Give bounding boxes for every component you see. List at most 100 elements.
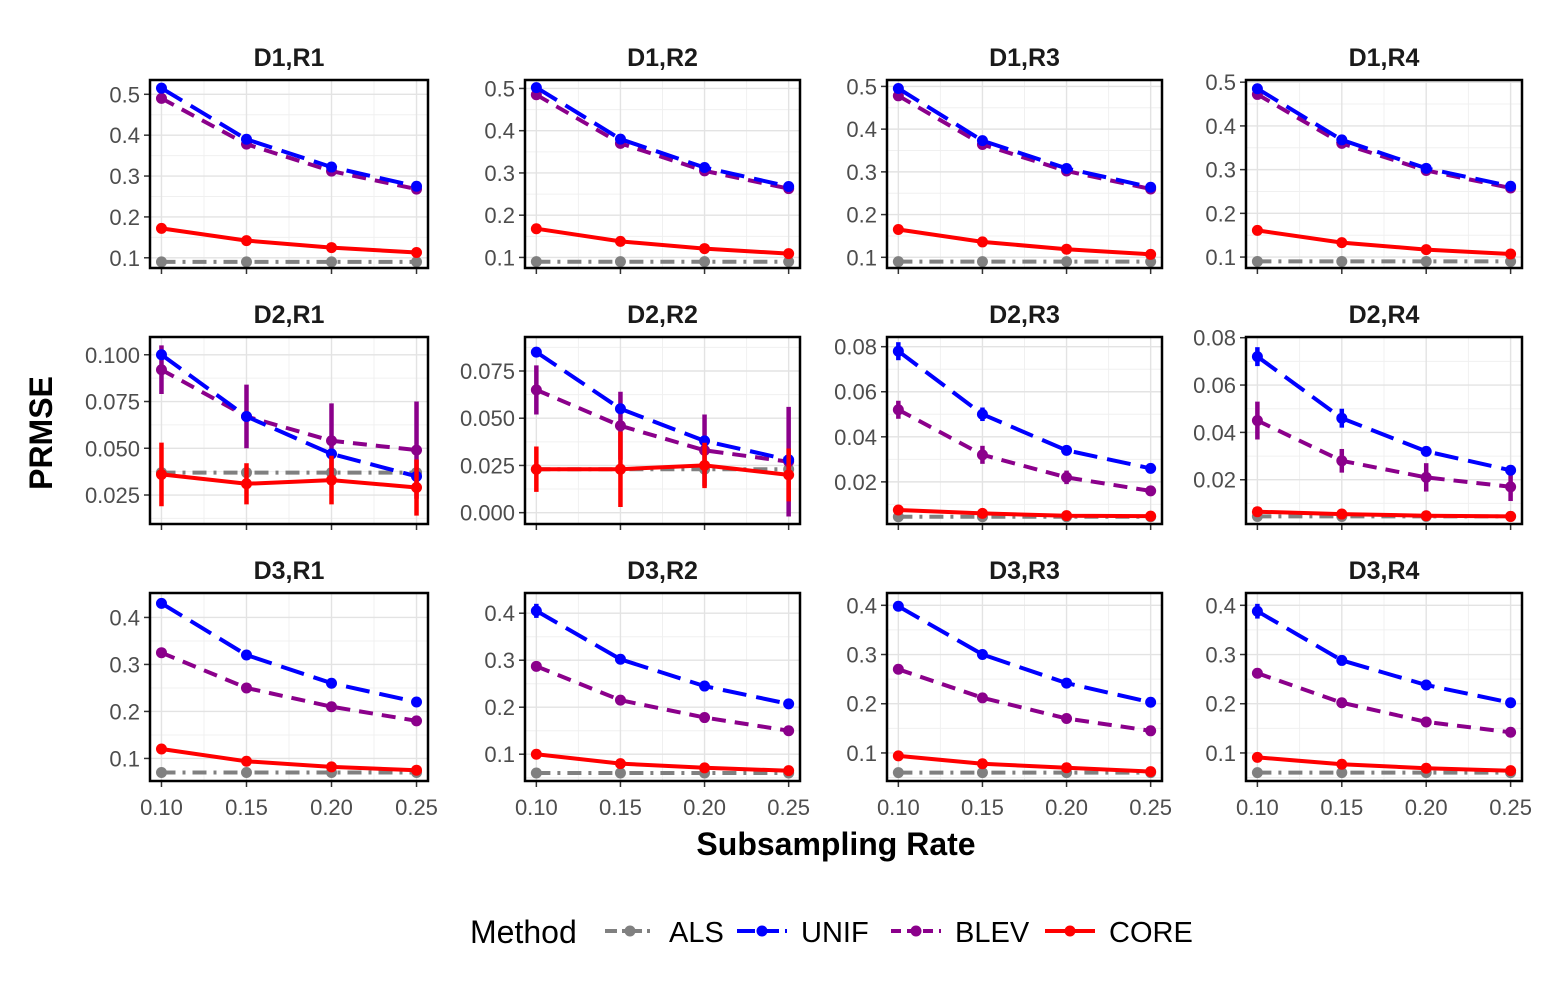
data-point [530,223,542,235]
series-core [892,504,1157,522]
data-point [1145,485,1157,497]
panel-title: D3,R3 [989,557,1060,585]
series-line [535,93,790,191]
y-tick-label: 0.5 [109,82,140,107]
data-point [155,92,167,104]
data-point [783,180,795,192]
series-als [530,256,795,268]
data-point [1336,455,1348,467]
series-line [536,226,789,256]
data-point [699,243,711,255]
data-point [240,256,252,268]
data-point [155,349,167,361]
data-point [1505,464,1517,476]
series-line [161,747,417,773]
x-tick-label: 0.20 [1405,795,1448,820]
panel-d1-r1: D1,R1 0.1 0.2 0.3 0.4 0.5 [109,44,430,274]
y-tick-label: 0.08 [1193,326,1236,351]
series-core [892,224,1157,260]
x-tick-label: 0.20 [683,795,726,820]
series-line [160,353,418,479]
y-tick-label: 0.5 [1205,70,1236,95]
data-point [1061,762,1073,774]
y-tick-label: 0.1 [484,245,515,270]
series-blev [892,400,1157,497]
panel-border [523,335,802,526]
legend-label: ALS [669,917,724,949]
data-point [892,345,904,357]
series-line [535,85,790,189]
series-line [160,367,417,453]
series-unif [892,600,1157,708]
panel-title: D2,R2 [627,301,698,329]
data-point [614,235,626,247]
y-tick-label: 0.3 [484,161,515,186]
series-unif [892,83,1157,193]
series-line [535,350,790,462]
series-line [897,86,1152,190]
data-point [1145,725,1157,737]
data-point [326,474,338,486]
data-point [326,161,338,173]
major-gridlines [150,80,428,268]
y-tick-label: 0.4 [484,601,515,626]
data-point [240,755,252,767]
data-point [1251,83,1263,95]
panel-border [148,591,430,783]
data-point [976,507,988,519]
x-tick-label: 0.25 [395,795,438,820]
y-tick-label: 0.3 [1205,643,1236,668]
data-point [1145,766,1157,778]
legend-label: CORE [1109,917,1193,949]
series-line [897,667,1151,733]
series-unif [530,82,795,192]
x-tick-label: 0.15 [599,795,642,820]
y-tick-label: 0.1 [1205,245,1236,270]
series-core [155,442,423,516]
data-point [1336,654,1348,666]
y-tick-label: 0.1 [109,246,140,271]
panel-d3-r1: D3,R1 0.1 0.2 0.3 0.4 0.10 0.15 0.20 0.25 [109,557,438,820]
data-point [530,256,542,268]
data-point [976,135,988,147]
x-tick-label: 0.25 [1489,795,1532,820]
panel-title: D1,R2 [627,44,698,72]
series-unif [530,603,795,710]
data-point [614,463,626,475]
data-point [411,444,423,456]
data-point [614,403,626,415]
y-tick-label: 0.4 [846,117,877,142]
panel-border [523,591,802,783]
data-point [1251,224,1263,236]
data-point [614,256,626,268]
series-line [1256,354,1512,473]
series-line [1256,418,1511,489]
data-point [1420,716,1432,728]
plot-area [1251,83,1517,267]
data-point [614,694,626,706]
data-point [411,696,423,708]
panel-border [1244,591,1524,783]
data-point [699,762,711,774]
x-tick-label: 0.25 [767,795,810,820]
data-point [1420,244,1432,256]
data-point [1251,767,1263,779]
y-tick-label: 0.02 [1193,468,1236,493]
data-point [240,410,252,422]
data-point [530,346,542,358]
series-core [1251,224,1517,260]
legend-label: UNIF [801,917,869,949]
y-tick-label: 0.2 [109,699,140,724]
data-point [892,663,904,675]
data-point [976,649,988,661]
data-point [326,435,338,447]
data-point [155,82,167,94]
legend-entry-unif: UNIF [737,917,869,949]
legend-key-point [910,925,922,937]
data-point [240,235,252,247]
series-unif [155,82,423,192]
data-point [1420,679,1432,691]
data-point [326,677,338,689]
panel-d2-r2: D2,R2 0.000 0.025 0.050 0.075 [460,301,802,530]
